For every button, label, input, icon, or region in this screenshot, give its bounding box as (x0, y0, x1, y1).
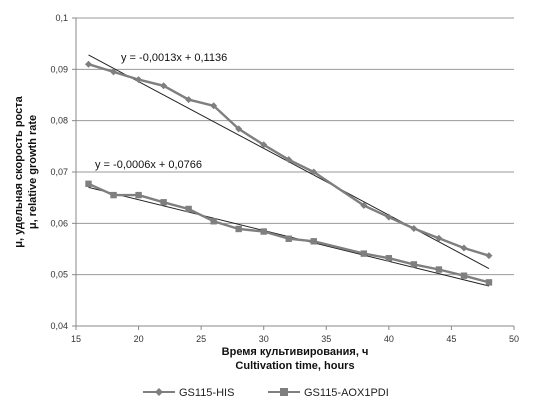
series (85, 60, 493, 286)
data-point (460, 272, 468, 279)
data-point (360, 250, 368, 257)
y-axis-title-ru: μ, удельная скорость роста (13, 95, 25, 247)
data-point (435, 234, 443, 242)
data-point (460, 244, 468, 252)
data-point (210, 218, 217, 225)
x-tick-label: 25 (196, 334, 206, 344)
legend-item-aox1pdi: GS115-AOX1PDI (268, 387, 389, 399)
data-point (135, 191, 142, 199)
data-point (360, 201, 368, 209)
x-tick-label: 30 (259, 334, 269, 344)
x-tick-labels: 15 20 25 30 35 40 45 50 (71, 326, 519, 344)
legend-label-aox1pdi: GS115-AOX1PDI (304, 387, 389, 399)
data-point (160, 199, 167, 206)
y-tick-labels: 0,04 0,05 0,06 0,07 0,08 0,09 0,1 (50, 13, 76, 331)
y-tick-label: 0,1 (55, 13, 68, 23)
y-tick-label: 0,08 (50, 116, 68, 126)
data-point (310, 238, 317, 245)
legend: GS115-HIS GS115-AOX1PDI (143, 387, 389, 399)
data-point (410, 224, 418, 232)
data-point (85, 180, 92, 188)
x-tick-label: 20 (134, 334, 144, 344)
data-point (135, 76, 143, 84)
data-point (385, 255, 393, 262)
series-aox1pdi (85, 180, 493, 286)
x-tick-label: 45 (446, 334, 456, 344)
data-point (185, 96, 193, 104)
legend-marker-square (280, 388, 288, 396)
y-tick-label: 0,05 (50, 270, 68, 280)
x-axis-title-ru: Время культивирования, ч (222, 346, 369, 358)
data-point (485, 252, 493, 260)
data-point (260, 228, 267, 235)
data-point (485, 279, 493, 286)
x-tick-label: 50 (509, 334, 519, 344)
data-point (235, 225, 242, 233)
legend-label-his: GS115-HIS (179, 387, 234, 399)
y-tick-label: 0,09 (50, 64, 68, 74)
y-tick-label: 0,06 (50, 218, 68, 228)
x-tick-label: 35 (321, 334, 331, 344)
data-point (110, 191, 117, 199)
series-line (88, 182, 490, 284)
data-point (310, 168, 318, 176)
data-point (185, 205, 192, 213)
data-point (210, 102, 218, 110)
data-point (385, 213, 393, 221)
data-point (285, 235, 292, 242)
x-tick-label: 15 (71, 334, 81, 344)
x-tick-label: 40 (384, 334, 394, 344)
legend-marker-diamond (155, 388, 163, 396)
data-point (285, 156, 293, 164)
data-point (110, 68, 118, 76)
series-his (85, 60, 493, 260)
data-point (435, 266, 443, 273)
data-point (235, 125, 243, 133)
series-line (88, 63, 490, 257)
y-axis-title-en: μ, relative growth rate (27, 115, 39, 229)
data-point (410, 261, 418, 268)
x-axis-title-en: Cultivation time, hours (235, 360, 354, 372)
legend-item-his: GS115-HIS (143, 387, 234, 399)
data-point (260, 141, 268, 149)
y-tick-label: 0,07 (50, 167, 68, 177)
trendline-equation-his: y = -0,0013x + 0,1136 (121, 52, 227, 64)
y-tick-label: 0,04 (50, 321, 68, 331)
trendline-equation-aox1pdi: y = -0,0006x + 0,0766 (95, 159, 202, 171)
data-point (160, 82, 168, 90)
data-point (85, 60, 93, 68)
